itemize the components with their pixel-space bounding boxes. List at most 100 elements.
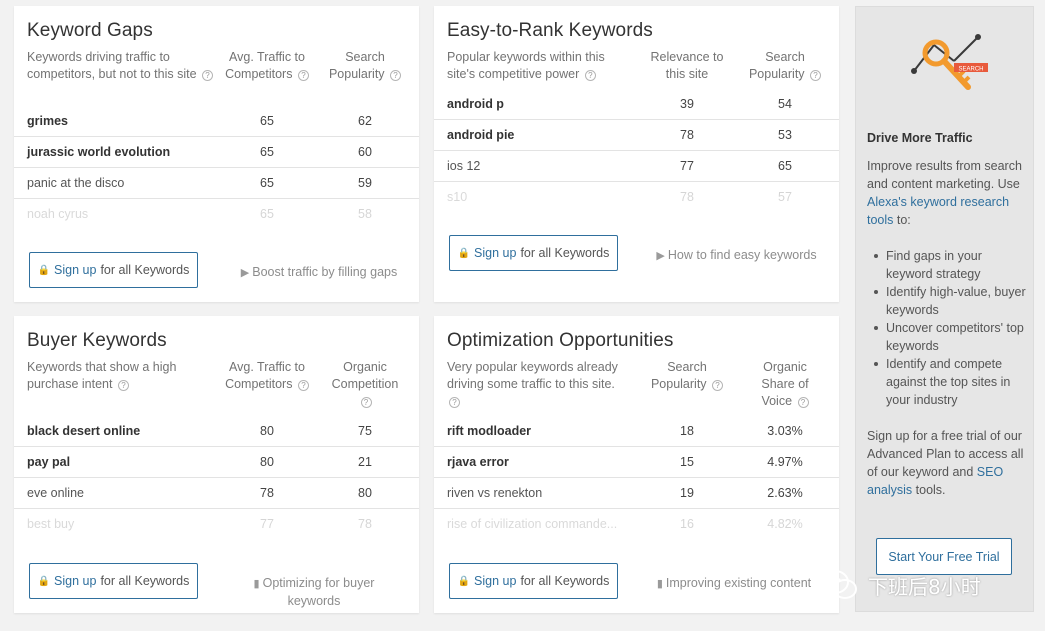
table-row[interactable]: grimes 65 62	[14, 106, 419, 137]
list-item: Identify and compete against the top sit…	[874, 355, 1028, 409]
keyword: pay pal	[27, 455, 71, 469]
signup-button[interactable]: 🔒 Sign up for all Keywords	[29, 563, 198, 599]
keyword-research-link[interactable]: Alexa's keyword research tools	[867, 195, 1010, 227]
help-icon[interactable]: ?	[117, 380, 129, 391]
value-2: 62	[358, 114, 372, 128]
list-item: Uncover competitors' top keywords	[874, 319, 1028, 355]
table-row[interactable]: black desert online 80 75	[14, 416, 419, 447]
column-header-2: Search Popularity ?	[316, 49, 414, 83]
lock-icon: 🔒	[37, 575, 51, 587]
start-free-trial-button[interactable]: Start Your Free Trial	[876, 538, 1012, 575]
value-2: 58	[358, 207, 372, 221]
keyword-table: grimes 65 62 jurassic world evolution 65 60 …	[14, 106, 419, 230]
value-1: 78	[260, 486, 274, 500]
column-header-2: Search Popularity ?	[736, 49, 834, 83]
svg-text:SEARCH: SEARCH	[958, 67, 983, 73]
value-1: 77	[260, 517, 274, 531]
table-row[interactable]: ios 12 77 65	[434, 151, 839, 182]
table-row[interactable]: rjava error 15 4.97%	[434, 447, 839, 478]
value-1: 39	[680, 97, 694, 111]
table-row: rise of civilization commande... 16 4.82%	[434, 509, 839, 540]
card-description: Keywords that show a high purchase inten…	[27, 360, 177, 391]
help-icon[interactable]: ?	[297, 380, 309, 391]
table-row: s10 78 57	[434, 182, 839, 213]
book-icon: ▮	[253, 578, 260, 590]
column-header-2: Organic Share of Voice ?	[761, 360, 809, 408]
value-1: 65	[260, 207, 274, 221]
value-2: 2.63%	[767, 486, 803, 500]
keyword-gaps-card: Keyword Gaps Keywords driving traffic to…	[14, 6, 419, 302]
play-icon: ▶	[656, 250, 665, 262]
sidebar-outro: Sign up for a free trial of our Advanced…	[867, 429, 1024, 497]
help-icon[interactable]: ?	[810, 70, 822, 81]
promo-sidebar: SEARCH Drive More Traffic Improve result…	[855, 6, 1034, 612]
helper-link[interactable]: ▶ Boost traffic by filling gaps	[240, 265, 398, 279]
book-icon: ▮	[656, 578, 663, 590]
keyword: grimes	[27, 114, 68, 128]
value-2: 75	[358, 424, 372, 438]
lock-icon: 🔒	[457, 247, 471, 259]
value-1: 77	[680, 159, 694, 173]
value-2: 53	[778, 128, 792, 142]
table-row[interactable]: riven vs renekton 19 2.63%	[434, 478, 839, 509]
value-2: 21	[358, 455, 372, 469]
table-row[interactable]: android pie 78 53	[434, 120, 839, 151]
table-row[interactable]: eve online 78 80	[14, 478, 419, 509]
table-row[interactable]: panic at the disco 65 59	[14, 168, 419, 199]
help-icon[interactable]: ?	[584, 70, 596, 81]
help-icon[interactable]: ?	[390, 70, 402, 81]
wechat-icon	[821, 570, 857, 599]
value-2: 78	[358, 517, 372, 531]
watermark: 下班后8小时	[820, 568, 981, 602]
sidebar-intro: Improve results from search and content …	[867, 159, 1022, 227]
value-1: 78	[680, 190, 694, 204]
keyword: rift modloader	[447, 424, 532, 438]
help-icon[interactable]: ?	[712, 380, 724, 391]
signup-button[interactable]: 🔒 Sign up for all Keywords	[449, 563, 618, 599]
table-row[interactable]: jurassic world evolution 65 60	[14, 137, 419, 168]
signup-button[interactable]: 🔒 Sign up for all Keywords	[449, 235, 618, 271]
value-1: 80	[260, 455, 274, 469]
keyword: ios 12	[447, 159, 481, 173]
card-description: Popular keywords within this site's comp…	[447, 50, 605, 81]
helper-link[interactable]: ▶ How to find easy keywords	[656, 248, 817, 262]
sidebar-title: Drive More Traffic	[867, 131, 973, 145]
value-2: 3.03%	[767, 424, 803, 438]
help-icon[interactable]: ?	[202, 70, 214, 81]
seo-analysis-link[interactable]: SEO analysis	[867, 465, 1004, 497]
benefits-list: Find gaps in your keyword strategy Ident…	[874, 247, 1028, 409]
keyword: android p	[447, 97, 504, 111]
helper-link[interactable]: ▮ Improving existing content	[656, 576, 812, 590]
help-icon[interactable]: ?	[297, 70, 309, 81]
optimization-opportunities-card: Optimization Opportunities Very popular …	[434, 316, 839, 613]
signup-button[interactable]: 🔒 Sign up for all Keywords	[29, 252, 198, 288]
column-header-1: Search Popularity ?	[638, 359, 736, 393]
table-row[interactable]: rift modloader 18 3.03%	[434, 416, 839, 447]
value-2: 59	[358, 176, 372, 190]
card-title: Optimization Opportunities	[447, 330, 674, 351]
value-2: 4.82%	[767, 517, 803, 531]
value-2: 54	[778, 97, 792, 111]
help-icon[interactable]: ?	[449, 397, 460, 408]
lock-icon: 🔒	[457, 575, 471, 587]
value-1: 65	[260, 114, 274, 128]
value-2: 4.97%	[767, 455, 803, 469]
value-1: 18	[680, 424, 694, 438]
column-header-1: Avg. Traffic to Competitors ?	[218, 49, 316, 83]
value-2: 80	[358, 486, 372, 500]
lock-icon: 🔒	[37, 264, 51, 276]
value-2: 57	[778, 190, 792, 204]
table-row[interactable]: android p 39 54	[434, 89, 839, 120]
column-header-2: Organic Competition?	[331, 360, 399, 408]
list-item: Identify high-value, buyer keywords	[874, 283, 1028, 319]
value-1: 80	[260, 424, 274, 438]
keyword: riven vs renekton	[447, 486, 543, 500]
help-icon[interactable]: ?	[797, 397, 809, 408]
value-1: 16	[680, 517, 694, 531]
value-1: 15	[680, 455, 694, 469]
card-title: Buyer Keywords	[27, 330, 167, 351]
table-row[interactable]: pay pal 80 21	[14, 447, 419, 478]
helper-link[interactable]: ▮ Optimizing for buyer keywords	[253, 576, 375, 608]
help-icon[interactable]: ?	[360, 397, 372, 408]
keyword-table: black desert online 80 75 pay pal 80 21 eve …	[14, 416, 419, 540]
